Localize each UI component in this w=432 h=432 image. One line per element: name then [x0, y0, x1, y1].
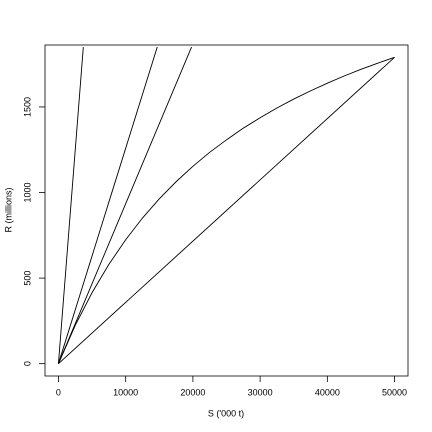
y-tick-label: 1500	[22, 97, 32, 117]
series-line	[58, 56, 395, 364]
plot-area	[57, 46, 395, 365]
x-tick-label: 10000	[113, 387, 138, 397]
x-tick-label: 50000	[382, 387, 407, 397]
x-tick-label: 0	[56, 387, 61, 397]
y-tick-label: 0	[22, 361, 32, 366]
series-line	[58, 56, 395, 365]
x-axis-label: S ('000 t)	[208, 408, 244, 418]
y-tick-label: 1000	[22, 183, 32, 203]
plot-frame	[44, 44, 409, 377]
series-line	[58, 46, 158, 364]
x-tick-label: 40000	[315, 387, 340, 397]
x-tick-label: 20000	[180, 387, 205, 397]
y-tick-label: 500	[22, 271, 32, 286]
x-tick-label: 30000	[248, 387, 273, 397]
y-axis-label: R (millions)	[3, 187, 13, 232]
series-line	[58, 46, 192, 364]
series-line	[57, 47, 84, 364]
